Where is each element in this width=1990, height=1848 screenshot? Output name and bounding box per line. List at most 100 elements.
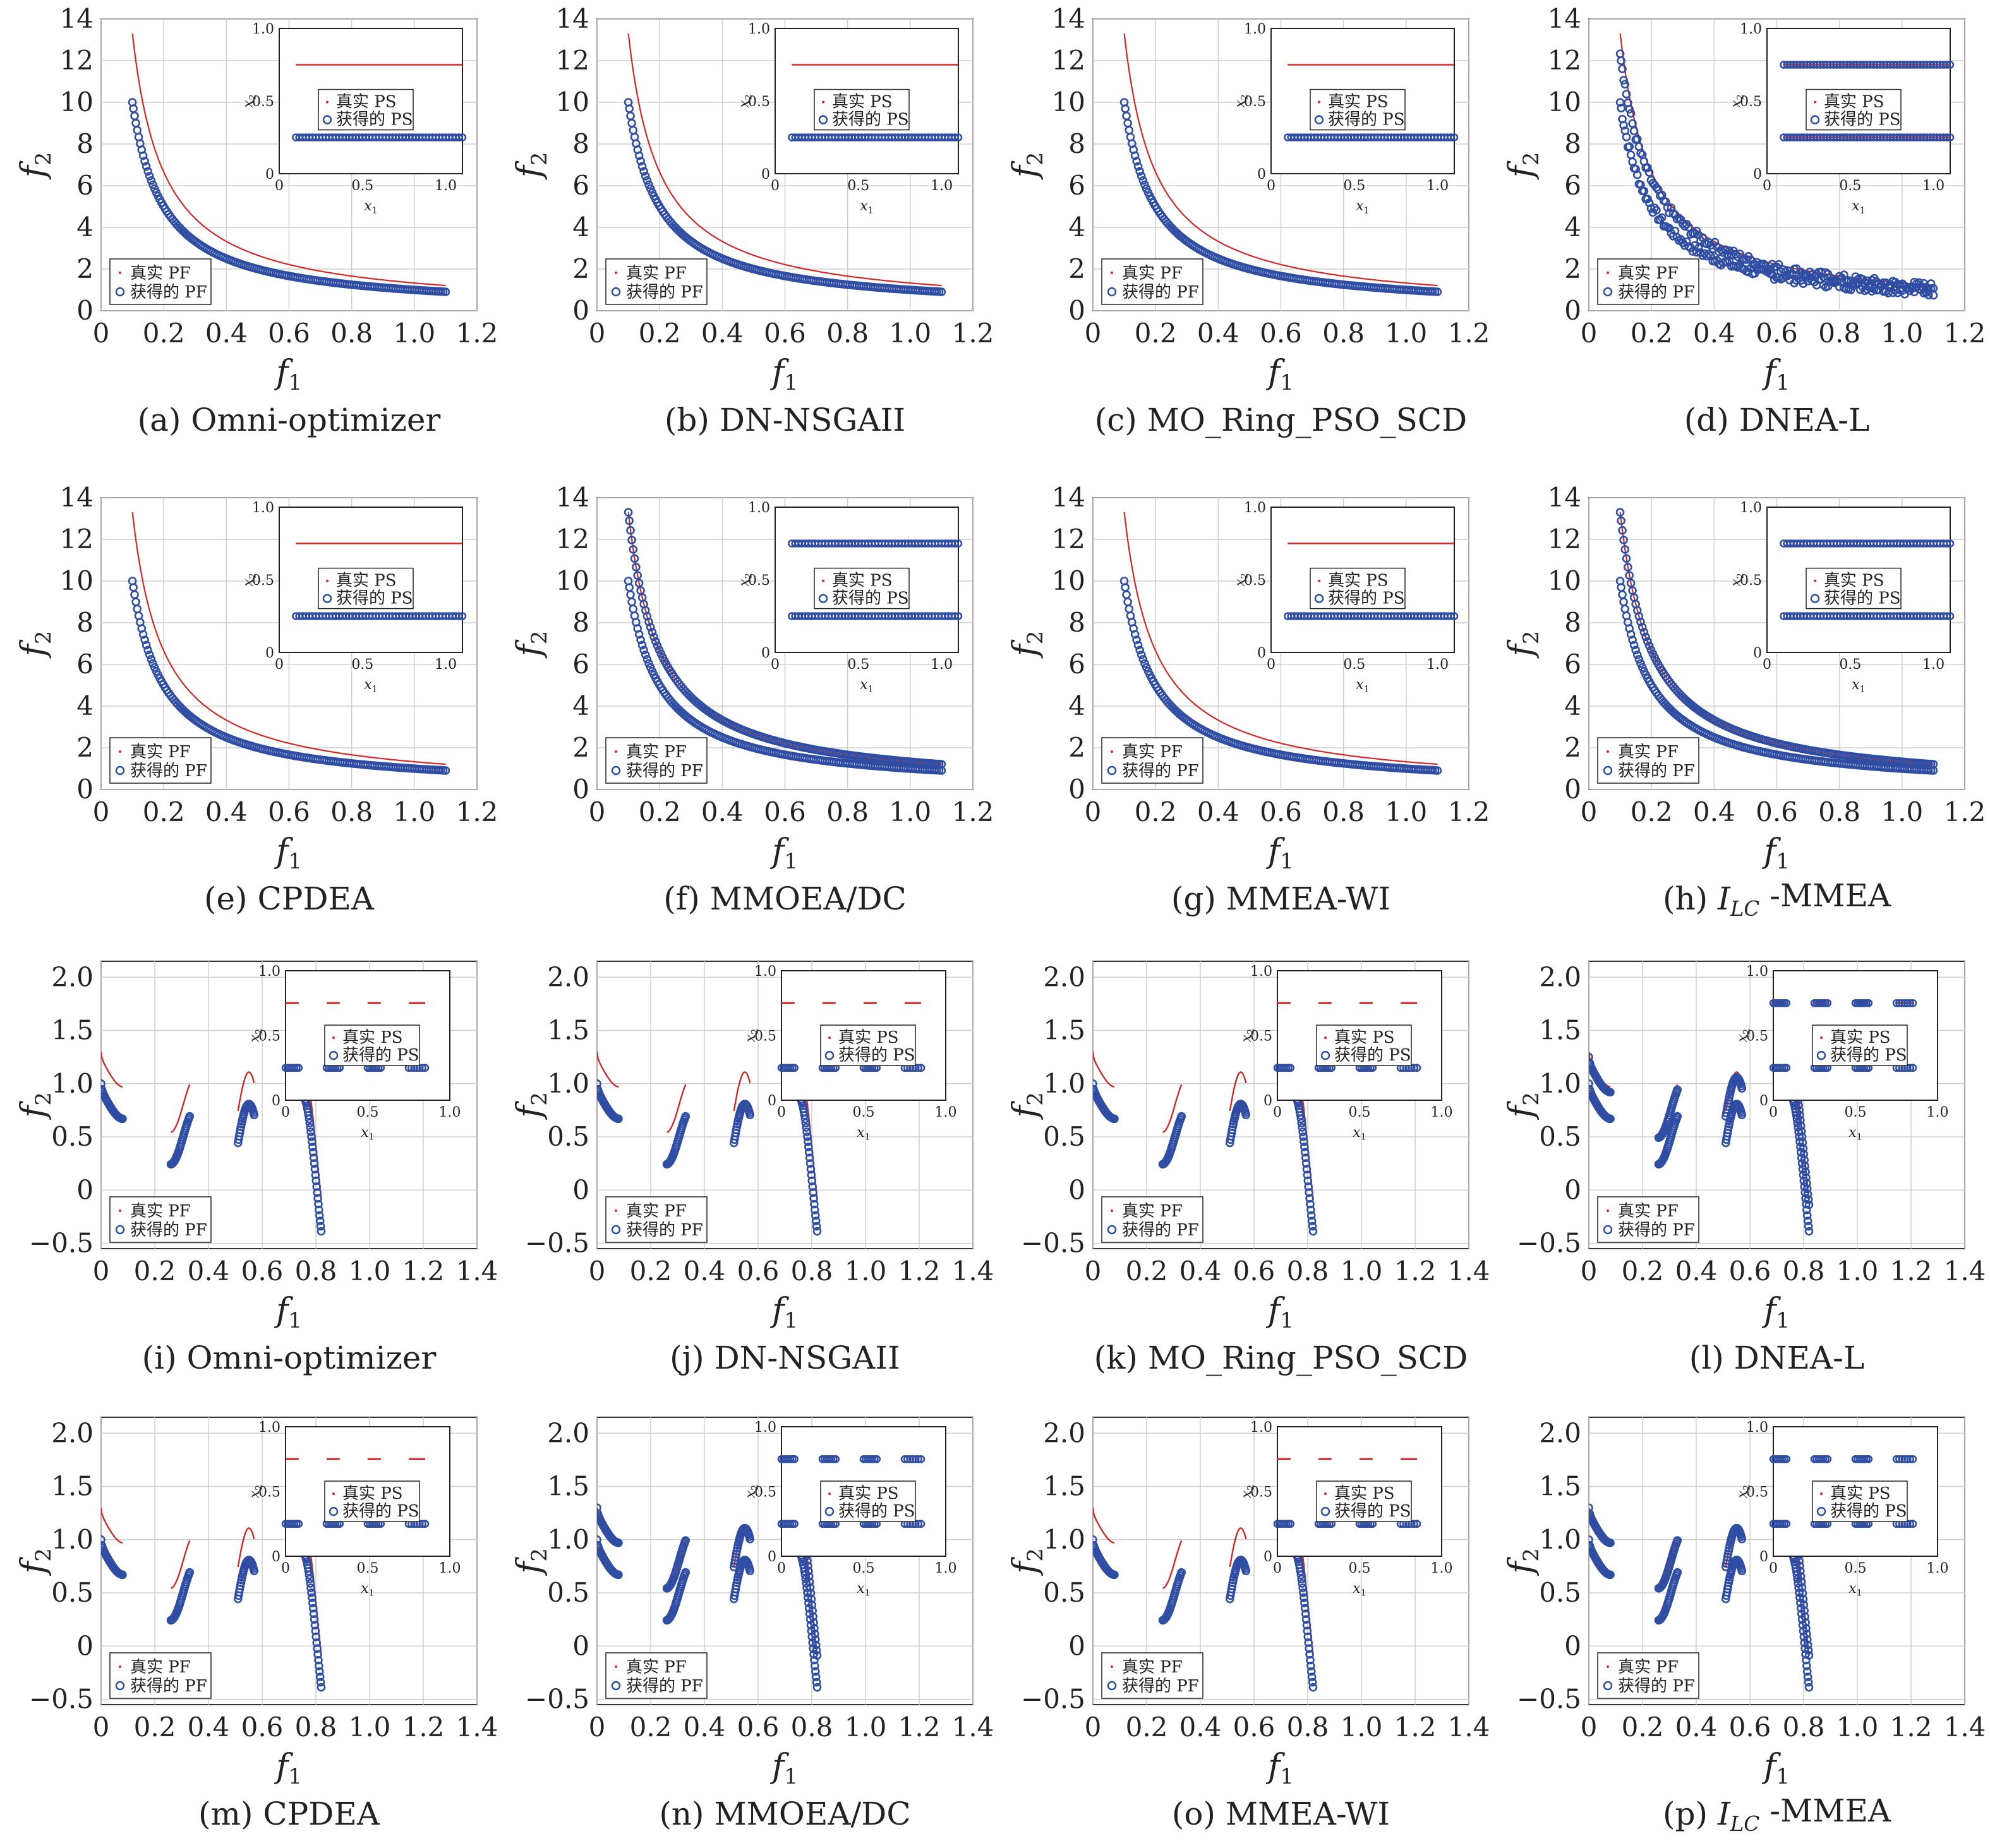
obtained-pf-point xyxy=(308,1593,317,1602)
plot-marks xyxy=(1119,33,1442,296)
y-axis-label: f2 xyxy=(510,631,552,659)
obtained-pf-point xyxy=(1802,1624,1811,1633)
y-tick-label: 2 xyxy=(1068,253,1085,284)
obtained-pf-point xyxy=(1644,168,1654,177)
obtained-pf-point xyxy=(304,1111,313,1120)
inset-x-tick: 1.0 xyxy=(1426,657,1449,673)
true-pf-line xyxy=(131,512,446,765)
legend-true-label: 真实 PF xyxy=(1122,1202,1183,1221)
x-tick-label: 1.2 xyxy=(952,796,994,827)
inset-obtained-ps xyxy=(790,1455,799,1463)
panel-caption: (m) CPDEA xyxy=(198,1796,380,1832)
obtained-pf-point xyxy=(634,630,644,639)
inset-y-label: x2 xyxy=(247,1485,264,1499)
inset-y-tick: 0.5 xyxy=(1244,573,1266,589)
obtained-pf-point xyxy=(1300,1137,1308,1146)
inset-y-tick: 0.5 xyxy=(1740,94,1762,110)
obtained-pf-point xyxy=(147,655,156,664)
legend-obtained-label: 获得的 PF xyxy=(1618,762,1695,781)
obtained-pf-point xyxy=(1300,1604,1310,1613)
y-tick-label: 14 xyxy=(556,3,589,34)
obtained-pf-point xyxy=(140,157,149,165)
obtained-pf-point xyxy=(1304,1638,1313,1647)
x-tick-label: 0 xyxy=(1581,1712,1598,1743)
obtained-pf-point xyxy=(1803,1190,1812,1199)
obtained-pf-point xyxy=(1804,1195,1813,1204)
chart-panel-p: 0 0.2 0.4 0.6 0.8 1.0 1.2 1.4−0.500.51.01.52.0f… xyxy=(1502,1417,1986,1836)
inset-x-tick: 0.5 xyxy=(1349,1561,1371,1576)
obtained-pf-point xyxy=(1300,1599,1309,1607)
y-tick-label: 4 xyxy=(572,212,589,243)
obtained-pf-point xyxy=(315,1216,325,1225)
obtained-pf-point xyxy=(305,1575,315,1583)
legend-true-label: 真实 PF xyxy=(626,1658,687,1677)
y-axis-label: f2 xyxy=(1502,1092,1543,1120)
inset-legend-frame xyxy=(324,1480,420,1522)
inset-y-label: x2 xyxy=(1239,1485,1256,1499)
true-pf-line xyxy=(131,33,446,287)
plot-marks xyxy=(1093,1508,1318,1692)
y-tick-label: 10 xyxy=(1052,565,1085,596)
y-tick-label: −0.5 xyxy=(29,1228,93,1259)
inset-y-tick: 0.5 xyxy=(1250,1029,1272,1045)
obtained-pf-point xyxy=(138,630,148,639)
inset-y-tick: 1.0 xyxy=(748,21,770,37)
x-axis-label: f1 xyxy=(1761,1748,1790,1789)
inset-obtained-ps xyxy=(917,1064,926,1072)
y-tick-label: 2.0 xyxy=(51,961,93,992)
x-tick-label: 0.2 xyxy=(1622,1712,1664,1743)
inset-x-label: x1 xyxy=(1852,198,1866,215)
inset-x-tick: 0.5 xyxy=(1349,1105,1371,1120)
x-tick-label: 0.6 xyxy=(1729,1712,1771,1743)
legend-obtained-marker xyxy=(1107,287,1117,297)
obtained-pf-point xyxy=(745,1110,755,1120)
y-tick-label: 2 xyxy=(572,253,589,284)
obtained-pf-point xyxy=(1140,180,1149,189)
y-tick-label: 12 xyxy=(1052,45,1085,76)
inset-legend-obtained-label: 获得的 PS xyxy=(1830,1046,1907,1065)
chart-panel-k: 0 0.2 0.4 0.6 0.8 1.0 1.2 1.4−0.500.51.01.52.0f… xyxy=(1006,961,1490,1376)
obtained-pf-point xyxy=(1655,215,1665,224)
obtained-pf-point xyxy=(1303,1170,1312,1180)
obtained-pf-point xyxy=(145,171,154,181)
obtained-pf-point xyxy=(1704,249,1713,259)
x-tick-label: 1.2 xyxy=(952,318,994,349)
obtained-pf-point xyxy=(1589,1079,1593,1088)
obtained-pf-point xyxy=(1636,659,1645,668)
inset-x-label: x1 xyxy=(857,1125,871,1142)
legend-frame xyxy=(1597,1196,1699,1243)
x-axis-label: f1 xyxy=(1761,354,1790,395)
x-tick-label: 0.8 xyxy=(295,1712,337,1743)
obtained-pf-point xyxy=(1798,1588,1807,1598)
obtained-pf-point xyxy=(812,1221,821,1231)
inset-obtained-ps xyxy=(1906,1520,1914,1528)
y-tick-label: 6 xyxy=(1564,649,1581,680)
inset-obtained-ps xyxy=(951,133,960,141)
x-axis-label: f1 xyxy=(1761,1292,1790,1333)
plot-marks xyxy=(101,1508,326,1692)
inset-obtained-ps xyxy=(1903,999,1912,1007)
inset-obtained-ps xyxy=(1946,612,1955,620)
y-tick-label: 1.0 xyxy=(1539,1524,1581,1555)
inset-y-label: x2 xyxy=(737,94,754,108)
panel-caption: (k) MO_Ring_PSO_SCD xyxy=(1094,1340,1468,1376)
inset-obtained-ps xyxy=(1946,61,1955,69)
inset-obtained-ps xyxy=(790,1520,799,1528)
inset-obtained-ps xyxy=(1943,61,1951,69)
x-tick-label: 0 xyxy=(93,1712,110,1743)
obtained-pf-point xyxy=(634,151,644,160)
x-tick-label: 1.4 xyxy=(456,1712,498,1743)
obtained-pf-point xyxy=(1306,1655,1315,1665)
x-tick-label: 0.6 xyxy=(1756,796,1798,827)
obtained-pf-point xyxy=(1865,280,1874,289)
obtained-pf-point xyxy=(627,536,636,544)
inset-obtained-ps xyxy=(1410,1520,1418,1528)
legend-true-label: 真实 PF xyxy=(626,743,687,762)
obtained-pf-point xyxy=(1802,1211,1812,1220)
x-tick-label: 1.2 xyxy=(402,1712,445,1743)
y-tick-label: 0.5 xyxy=(51,1121,93,1152)
y-tick-label: 0 xyxy=(572,295,589,326)
panel-caption: (i) Omni-optimizer xyxy=(142,1340,437,1376)
